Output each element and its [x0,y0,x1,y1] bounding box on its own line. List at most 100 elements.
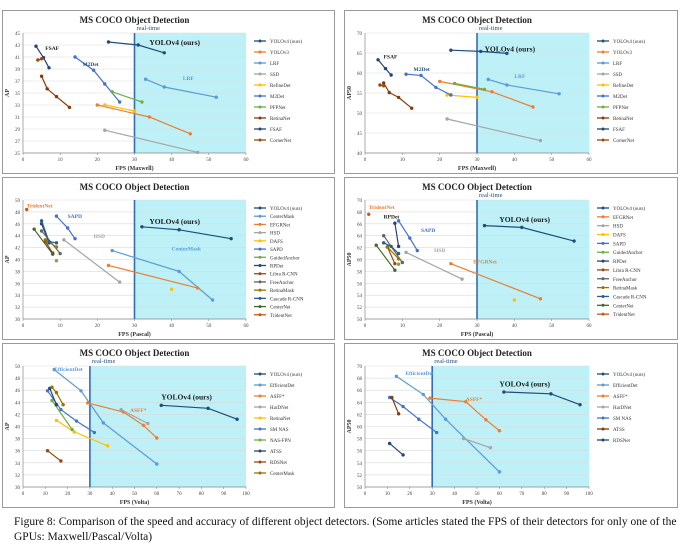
legend-marker [258,288,262,292]
data-point [393,268,397,272]
legend-marker [601,233,605,237]
legend-label: RefineDet [270,84,291,89]
series-line [44,241,54,254]
y-tick-label: 35 [15,92,21,97]
data-point [381,84,386,88]
data-point [39,57,44,61]
legend-label: Libra R-CNN [270,273,298,278]
data-point [155,462,159,466]
legend-label: RetinaNet [613,117,634,122]
series-line [450,263,541,300]
data-point [47,66,51,70]
legend-label: YOLOv4 (ours) [613,207,645,212]
data-point [538,297,543,301]
y-tick-label: 34 [15,462,21,467]
legend-marker [258,264,262,267]
data-point [91,68,96,72]
data-point [460,277,464,281]
legend-marker [258,61,262,65]
legend-label: YOLOv4 (ours) [613,40,645,45]
y-axis-label: AP50 [347,420,353,434]
data-point [74,419,79,423]
chart-title: MS COCO Object Detection [80,348,190,358]
legend-marker [258,83,262,87]
chart-title: MS COCO Object Detection [80,15,190,25]
x-tick-label: 10 [58,324,64,329]
data-point [502,390,506,394]
legend-marker [601,303,605,307]
legend-label: RetinaMask [613,287,638,292]
y-tick-label: 36 [15,282,21,287]
legend-marker [601,138,605,142]
x-tick-label: 90 [564,492,570,497]
data-point [393,221,397,225]
x-tick-label: 50 [206,158,212,163]
series-line [386,246,400,260]
y-tick-label: 32 [15,306,21,311]
annotation-label: ASFF* [466,397,483,403]
legend-label: FreeAnchor [270,281,294,286]
y-tick-label: 44 [15,401,21,406]
legend-marker [601,383,605,387]
legend-marker [258,405,262,409]
realtime-label: real-time [479,192,503,199]
series-line [375,244,396,271]
legend-label: RPDet [613,260,627,265]
chart-volta-ap50: 50 52 54 56 58 60 62 64 66 68 70 0 10 20 30 40 50 60 70 80 9… [347,348,645,506]
legend-label: FSAF [270,128,282,133]
data-point [54,403,59,407]
series-line [454,82,485,90]
legend-marker [258,50,262,54]
legend-label: RetinaNet [270,417,291,422]
data-point [25,207,29,212]
series-line [63,239,120,283]
data-point [140,225,144,229]
data-point [106,263,111,268]
data-point [36,58,40,62]
data-point [39,229,44,233]
figure-caption: Figure 8: Comparison of the speed and ac… [14,516,677,543]
chart-volta-ap: 30 32 34 36 38 40 42 44 46 48 50 0 10 20 30 40 50 60 70 80 9… [5,348,302,506]
y-tick-label: 27 [15,140,21,145]
chart-title: MS COCO Object Detection [422,15,532,25]
legend-label: SAPD [270,248,283,253]
legend-label: HSD [270,232,280,237]
data-point [479,49,483,54]
x-tick-label: 30 [475,158,481,163]
y-tick-label: 60 [357,259,363,264]
legend-marker [601,105,605,109]
legend-marker [258,239,262,243]
data-point [404,72,408,76]
data-point [188,132,192,136]
annotation-label: EFGRNet [473,260,497,266]
legend-marker [601,438,605,442]
y-tick-label: 56 [357,282,363,287]
series-line [386,246,396,264]
series-line [383,242,400,254]
y-axis-label: AP [5,255,11,263]
data-point [449,261,453,266]
legend-label: SM NAS [613,417,632,422]
data-point [419,73,423,78]
data-point [61,403,65,407]
legend-label: Libra R-CNN [613,269,641,274]
y-tick-label: 48 [15,377,21,382]
annotation-label: YOLOv4 (ours) [499,215,550,224]
data-point [106,444,110,448]
data-point [59,407,63,412]
chart-panel-pascal-ap: 30 32 34 36 38 40 42 44 46 48 50 0 10 20 30 40 50 60 MS CO… [2,177,335,340]
y-tick-label: 46 [15,389,21,394]
data-point [45,389,50,393]
legend-label: RefineDet [613,84,634,89]
data-point [449,48,453,52]
annotation-label: FSAF [384,55,398,61]
data-point [47,239,51,244]
legend-marker [601,50,605,54]
x-tick-label: 60 [497,492,503,497]
y-tick-label: 38 [15,270,21,275]
data-point [475,95,479,100]
data-point [214,95,218,99]
y-tick-label: 64 [357,401,363,406]
chart-title: MS COCO Object Detection [422,348,532,358]
data-point [396,257,401,261]
